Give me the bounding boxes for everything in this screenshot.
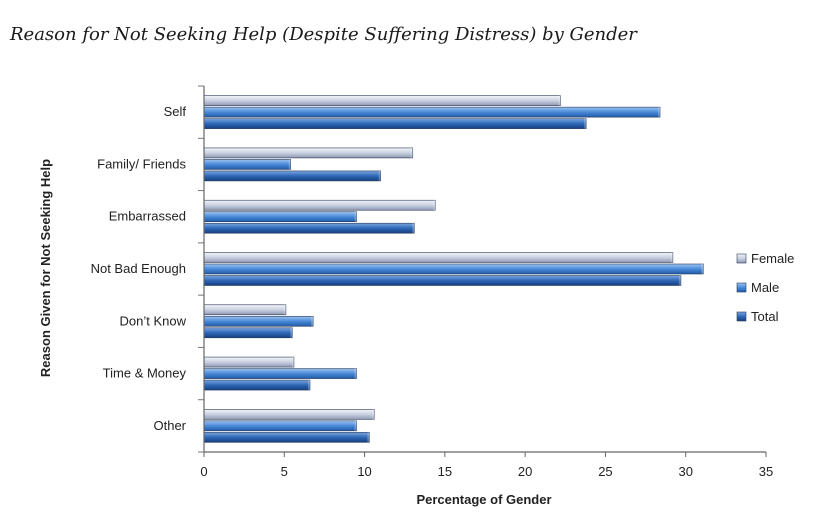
bar-cap-self-total (584, 118, 587, 129)
bar-cap-embarrassed-male (354, 211, 357, 222)
bar-self-total (203, 118, 587, 129)
bar-embarrassed-female (203, 199, 436, 211)
bar-cap-other-female (372, 409, 375, 420)
category-label-embarrassed: Embarrassed (109, 209, 186, 224)
axes (203, 86, 766, 453)
category-label-not-bad-enough: Not Bad Enough (91, 261, 186, 276)
x-tick-labels: 0 5 10 15 20 25 30 35 (200, 452, 773, 479)
bar-other-female (203, 409, 375, 420)
bar-cap-don-t-know-male (311, 316, 314, 327)
bar-cap-time-money-total (307, 380, 310, 391)
bar-family-friends-total (203, 170, 381, 182)
bar-cap-self-male (658, 107, 661, 118)
bar-cap-time-money-female (291, 357, 294, 368)
bar-cap-other-male (354, 420, 357, 431)
bar-other-male (203, 420, 357, 432)
bar-family-friends-male (203, 159, 292, 170)
bar-cap-don-t-know-female (283, 304, 286, 315)
x-tick-label-20: 20 (518, 464, 532, 479)
bar-time-money-male (203, 368, 357, 379)
category-label-time-money: Time & Money (103, 366, 187, 381)
bar-cap-family-friends-total (378, 170, 381, 181)
legend-swatch-male (736, 282, 747, 293)
bar-embarrassed-total (203, 222, 415, 234)
bar-cap-self-female (558, 95, 561, 106)
bar-cap-family-friends-male (288, 159, 291, 170)
legend-label-total: Total (751, 309, 779, 324)
y-axis-title: Reason Given for Not Seeking Help (38, 159, 53, 377)
bar-cap-don-t-know-total (290, 327, 293, 338)
bar-family-friends-female (203, 147, 414, 159)
category-labels: Self Family/ Friends Embarrassed Not Bad En… (91, 104, 187, 433)
legend-swatch-female (736, 253, 747, 264)
bar-don-t-know-total (203, 327, 293, 339)
bar-self-female (203, 95, 561, 106)
bar-cap-not-bad-enough-total (678, 275, 681, 286)
category-label-self: Self (164, 104, 187, 119)
x-axis-title: Percentage of Gender (416, 492, 551, 507)
bar-don-t-know-male (203, 315, 314, 327)
bar-time-money-female (203, 356, 295, 368)
bar-don-t-know-female (203, 304, 287, 316)
x-tick-label-30: 30 (678, 464, 692, 479)
chart-title: Reason for Not Seeking Help (Despite Suf… (9, 24, 638, 45)
bar-cap-not-bad-enough-female (670, 252, 673, 263)
category-label-don-t-know: Don’t Know (120, 313, 187, 328)
bar-not-bad-enough-total (203, 275, 682, 286)
category-label-family-friends: Family/ Friends (97, 156, 186, 171)
bar-cap-family-friends-female (410, 147, 413, 158)
bar-not-bad-enough-male (203, 263, 704, 275)
bar-other-total (203, 432, 370, 443)
bar-cap-embarrassed-total (412, 223, 415, 234)
legend: Female Male Total (736, 251, 794, 324)
x-tick-label-10: 10 (357, 464, 371, 479)
bar-cap-not-bad-enough-male (701, 264, 704, 274)
x-tick-label-15: 15 (438, 464, 452, 479)
x-tick-label-5: 5 (281, 464, 288, 479)
legend-label-male: Male (751, 280, 779, 295)
x-tick-label-25: 25 (598, 464, 612, 479)
bar-self-male (203, 106, 661, 118)
legend-swatch-total (736, 311, 747, 322)
bar-not-bad-enough-female (203, 252, 674, 263)
x-tick-label-35: 35 (759, 464, 773, 479)
legend-label-female: Female (751, 251, 794, 266)
bar-cap-time-money-male (354, 368, 357, 379)
x-tick-label-0: 0 (200, 464, 207, 479)
bar-embarrassed-male (203, 211, 357, 223)
bar-cap-embarrassed-female (433, 200, 436, 211)
bar-cap-other-total (367, 432, 370, 443)
bar-time-money-total (203, 379, 311, 391)
category-label-other: Other (153, 418, 186, 433)
gridlines (198, 85, 204, 453)
bar-series-group (203, 95, 704, 443)
